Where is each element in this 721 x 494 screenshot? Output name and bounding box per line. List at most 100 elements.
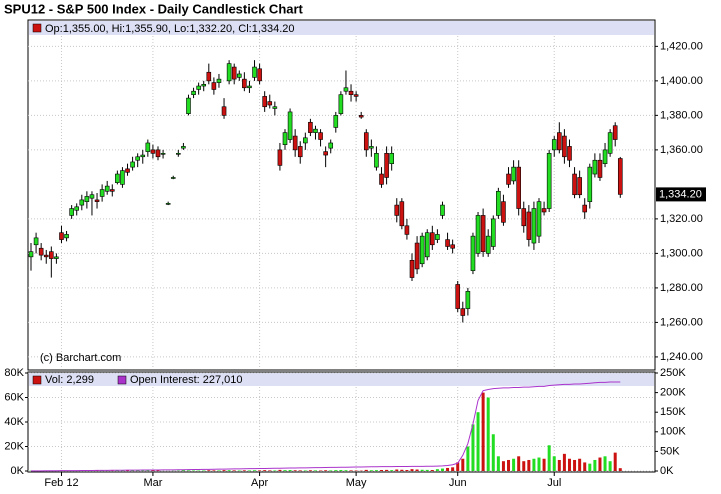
candle-body: [38, 247, 44, 256]
oi-info: Open Interest: 227,010: [130, 374, 243, 386]
candle-body: [501, 201, 506, 223]
candle-body: [343, 87, 349, 92]
y-tick-label: 1,320.00: [660, 213, 703, 225]
candle-body: [74, 206, 80, 211]
candle-body: [115, 173, 120, 183]
x-tick-label: Apr: [251, 477, 268, 489]
chart-title: SPU12 - S&P 500 Index - Daily Candlestic…: [4, 1, 304, 16]
candle-body: [384, 153, 389, 178]
volume-bar: [247, 470, 251, 471]
volume-bar: [313, 470, 317, 471]
candle-body: [419, 235, 425, 265]
candle-body: [221, 106, 227, 116]
volume-bar: [517, 456, 521, 471]
oi-tick-label: 100K: [660, 426, 686, 438]
volume-info-bar: [29, 373, 654, 386]
candle-body: [430, 232, 435, 246]
volume-tick-label: 0K: [11, 465, 25, 477]
volume-bar: [557, 459, 561, 471]
volume-bar: [232, 470, 236, 471]
volume-bar: [400, 469, 404, 471]
candle-body: [414, 242, 420, 270]
volume-bar: [613, 452, 617, 471]
candle-body: [379, 173, 384, 185]
candle-body: [145, 142, 151, 152]
volume-tick-label: 60K: [4, 391, 24, 403]
volume-bar: [222, 470, 226, 471]
volume-bar: [451, 467, 455, 471]
candle-body: [465, 291, 471, 309]
candle-body: [394, 204, 400, 216]
candle-body: [389, 153, 394, 164]
volume-bar: [512, 458, 516, 471]
volume-bar: [151, 470, 155, 471]
volume-panel: [27, 371, 656, 473]
candle-body: [191, 90, 196, 95]
candle-body: [287, 111, 293, 140]
candle-body: [572, 173, 577, 196]
candle-body: [582, 204, 588, 213]
candle-body: [313, 128, 318, 133]
candle-body: [89, 194, 95, 199]
candle-body: [160, 153, 166, 155]
candle-body: [480, 215, 486, 252]
candle-body: [328, 142, 334, 149]
volume-bar: [588, 463, 592, 471]
y-tick-label: 1,280.00: [660, 282, 703, 294]
candle-body: [79, 199, 85, 206]
volume-bar: [593, 459, 597, 471]
x-tick-label: Jul: [547, 477, 561, 489]
volume-bar: [456, 462, 460, 471]
candle-body: [602, 149, 608, 164]
candle-body: [536, 201, 542, 237]
volume-bar: [501, 461, 505, 471]
volume-bar: [481, 392, 485, 471]
volume-bar: [522, 461, 526, 471]
candle-body: [49, 251, 54, 259]
volume-bar: [329, 470, 333, 471]
y-tick-label: 1,300.00: [660, 247, 703, 259]
candle-body: [323, 151, 328, 156]
volume-bar: [227, 470, 231, 471]
volume-bar: [339, 470, 343, 471]
x-tick-label: Mar: [143, 477, 162, 489]
candle-body: [176, 153, 181, 155]
volume-bar: [446, 467, 450, 471]
candle-body: [104, 185, 110, 192]
x-tick-label: Feb 12: [44, 477, 78, 489]
candle-body: [282, 132, 288, 145]
candle-body: [262, 96, 267, 108]
x-tick-label: Jun: [449, 477, 467, 489]
volume-bar: [496, 456, 500, 471]
candle-body: [424, 232, 430, 258]
volume-tick-label: 20K: [4, 440, 24, 452]
volume-bar: [126, 470, 130, 471]
y-tick-label: 1,360.00: [660, 144, 703, 156]
candle-body: [531, 208, 537, 244]
oi-tick-label: 150K: [660, 406, 686, 418]
candle-body: [272, 106, 278, 109]
volume-bar: [131, 470, 135, 471]
candle-body: [460, 308, 466, 316]
volume-bar: [242, 470, 246, 471]
candle-body: [242, 78, 247, 89]
volume-bar: [217, 470, 221, 471]
volume-bar: [435, 469, 439, 471]
candle-body: [440, 204, 445, 216]
candle-body: [567, 146, 572, 161]
volume-bar: [430, 470, 434, 471]
candle-body: [252, 66, 257, 78]
volume-bar: [263, 470, 267, 471]
volume-bar: [471, 424, 475, 471]
candle-body: [247, 85, 252, 89]
candle-body: [236, 73, 242, 78]
volume-bar: [278, 469, 282, 471]
volume-bar: [537, 457, 541, 471]
candle-body: [84, 196, 90, 202]
candle-body: [363, 132, 369, 151]
open-interest-line: [30, 381, 621, 472]
volume-bar: [374, 470, 378, 471]
candle-body: [109, 189, 115, 192]
candle-body: [64, 234, 69, 239]
volume-bar: [369, 470, 373, 471]
